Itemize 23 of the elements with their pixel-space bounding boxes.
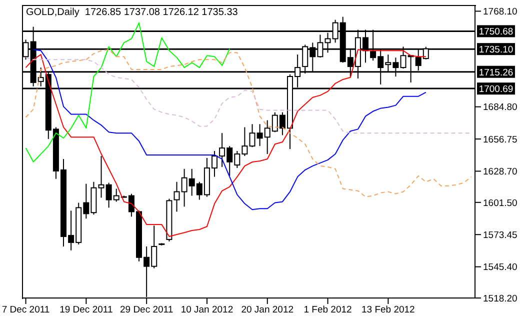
- y-tick-label: 1656.75: [483, 134, 518, 146]
- ref-line-label: 1735.10: [478, 44, 514, 56]
- line-series: [32, 49, 426, 210]
- y-tick-label: 1573.45: [483, 230, 518, 241]
- x-tick-label: 19 Dec 2011: [60, 304, 113, 316]
- y-tick-label: 1628.70: [483, 166, 518, 178]
- x-tick-label: 29 Dec 2011: [120, 304, 174, 316]
- line-series: [25, 22, 230, 162]
- x-tick-label: 1 Feb 2012: [304, 304, 352, 316]
- ref-line-label: 1700.69: [478, 84, 514, 96]
- y-tick-label: 1518.20: [483, 293, 518, 304]
- chart-title: GOLD,Daily 1726.85 1737.08 1726.12 1735.33: [26, 7, 238, 18]
- x-tick-label: 10 Jan 2012: [180, 304, 234, 316]
- ref-line-label: 1715.26: [478, 67, 514, 78]
- y-tick-label: 1545.40: [483, 262, 518, 274]
- x-tick-label: 20 Jan 2012: [241, 304, 294, 316]
- y-tick-label: 1601.50: [483, 198, 518, 209]
- line-series: [25, 49, 472, 198]
- y-tick-label: 1684.80: [483, 102, 518, 114]
- ref-line-label: 1750.68: [478, 26, 514, 38]
- x-tick-label: 7 Dec 2011: [2, 304, 50, 316]
- y-tick-label: 1768.10: [483, 6, 518, 18]
- x-tick-label: 13 Feb 2012: [361, 304, 415, 316]
